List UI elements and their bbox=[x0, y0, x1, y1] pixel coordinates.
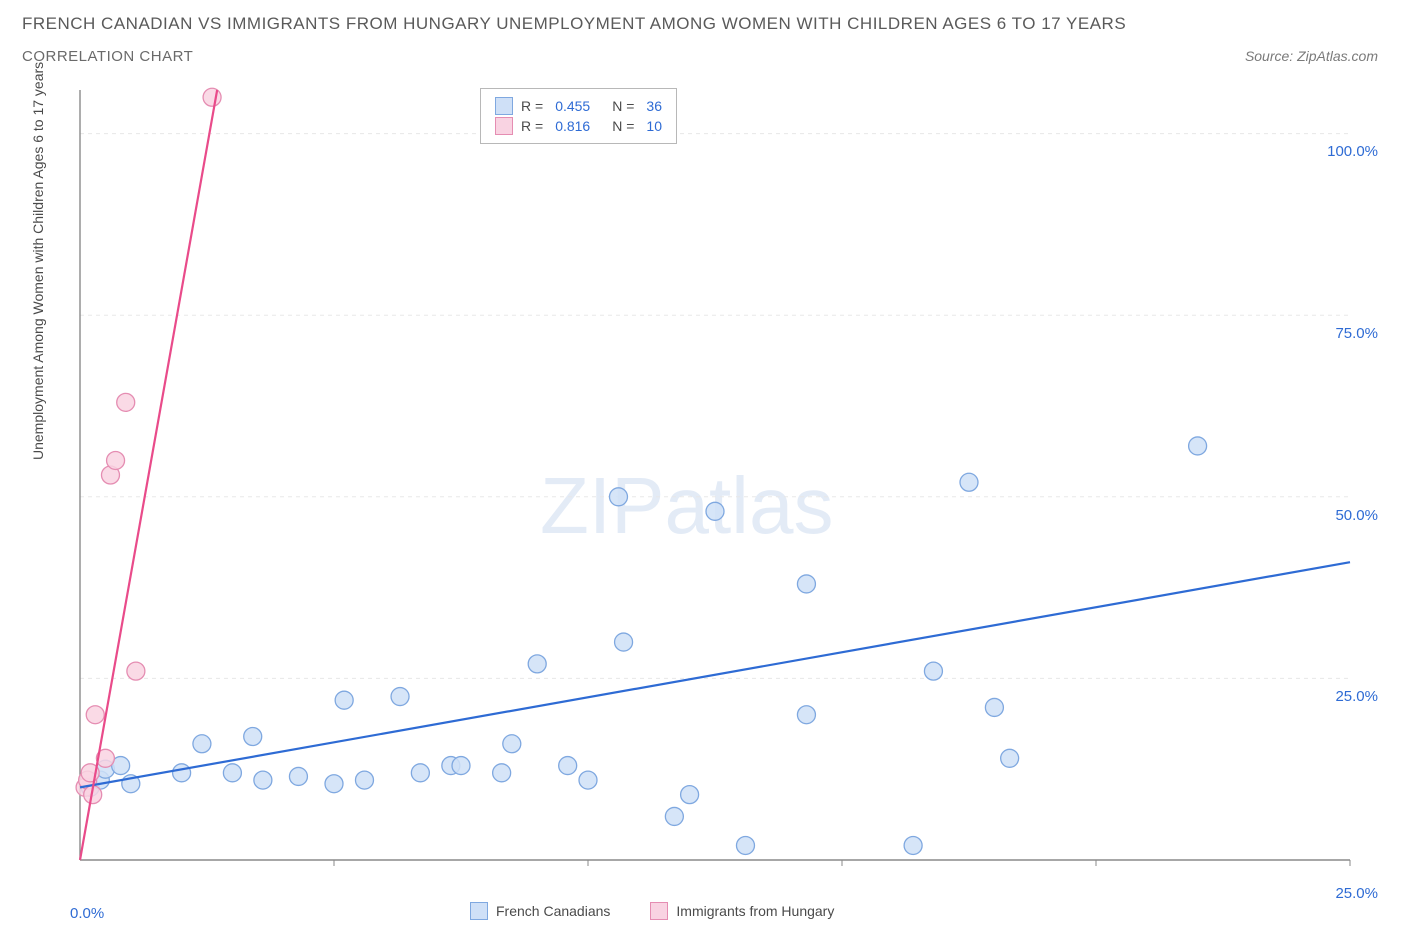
legend-item-1: French Canadians bbox=[470, 902, 610, 920]
legend-bottom-swatch-2 bbox=[650, 902, 668, 920]
y-tick-100: 100.0% bbox=[1327, 143, 1378, 160]
n-label-1: N = bbox=[612, 98, 634, 114]
legend-bottom-label-1: French Canadians bbox=[496, 903, 610, 919]
legend-row-series-1: R = 0.455 N = 36 bbox=[495, 97, 662, 115]
series-legend: French Canadians Immigrants from Hungary bbox=[470, 902, 834, 920]
r-label-1: R = bbox=[521, 98, 543, 114]
y-tick-75: 75.0% bbox=[1335, 325, 1378, 342]
x-axis-origin: 0.0% bbox=[70, 905, 104, 922]
legend-swatch-2 bbox=[495, 117, 513, 135]
chart-area bbox=[60, 80, 1380, 880]
scatter-chart-svg bbox=[60, 80, 1380, 880]
legend-swatch-1 bbox=[495, 97, 513, 115]
n-value-1: 36 bbox=[646, 98, 662, 114]
y-tick-25: 25.0% bbox=[1335, 688, 1378, 705]
r-value-1: 0.455 bbox=[555, 98, 590, 114]
chart-subtitle: CORRELATION CHART bbox=[22, 48, 193, 65]
y-axis-label: Unemployment Among Women with Children A… bbox=[30, 62, 46, 460]
x-axis-max: 25.0% bbox=[1335, 885, 1378, 902]
legend-row-series-2: R = 0.816 N = 10 bbox=[495, 117, 662, 135]
legend-bottom-swatch-1 bbox=[470, 902, 488, 920]
n-value-2: 10 bbox=[646, 118, 662, 134]
y-tick-50: 50.0% bbox=[1335, 507, 1378, 524]
n-label-2: N = bbox=[612, 118, 634, 134]
source-attribution: Source: ZipAtlas.com bbox=[1245, 48, 1378, 64]
chart-title: FRENCH CANADIAN VS IMMIGRANTS FROM HUNGA… bbox=[22, 14, 1126, 34]
legend-bottom-label-2: Immigrants from Hungary bbox=[676, 903, 834, 919]
r-value-2: 0.816 bbox=[555, 118, 590, 134]
r-label-2: R = bbox=[521, 118, 543, 134]
legend-item-2: Immigrants from Hungary bbox=[650, 902, 834, 920]
correlation-legend: R = 0.455 N = 36 R = 0.816 N = 10 bbox=[480, 88, 677, 144]
